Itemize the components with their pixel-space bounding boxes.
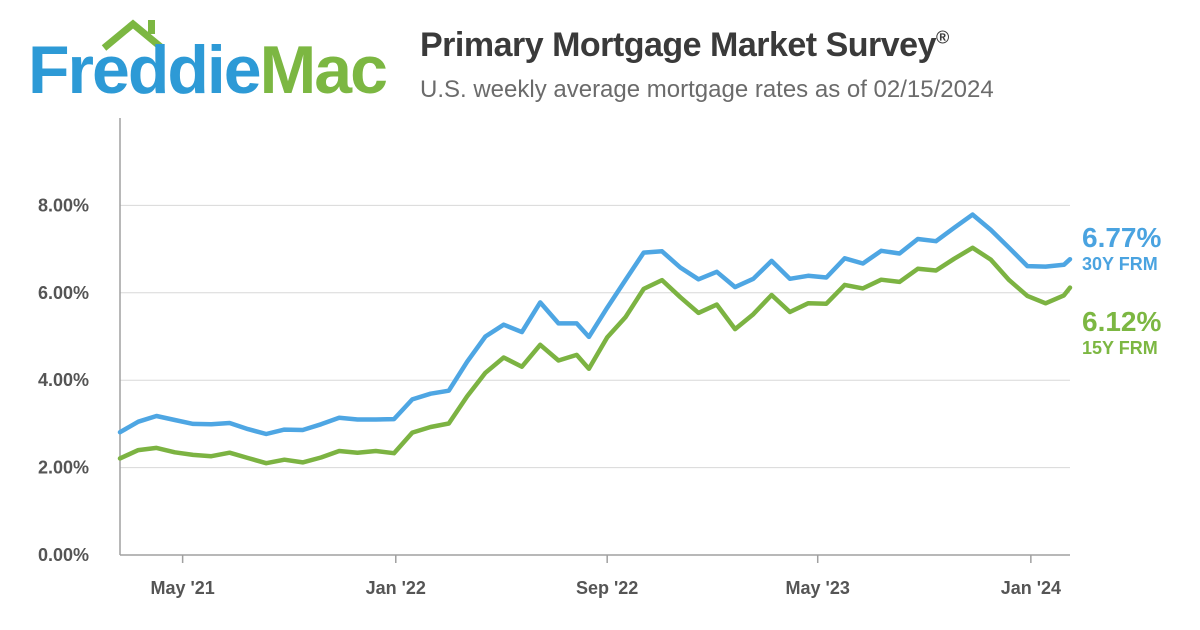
label-30y: 6.77% 30Y FRM	[1082, 222, 1161, 275]
label-30y-value: 6.77%	[1082, 222, 1162, 253]
chart-title: Primary Mortgage Market Survey®	[420, 26, 949, 65]
series-layer	[117, 212, 1073, 466]
logo-freddie: Freddie	[28, 32, 262, 108]
label-15y-name: 15Y FRM	[1082, 338, 1158, 358]
logo-mac: Mac	[259, 32, 388, 108]
registered-mark: ®	[935, 27, 949, 48]
label-30y-name: 30Y FRM	[1082, 254, 1158, 274]
freddie-mac-logo: FreddieMac	[28, 18, 388, 108]
y-tick-label: 8.00%	[38, 195, 89, 215]
x-tick-label: Sep '22	[576, 578, 638, 598]
chart-subtitle: U.S. weekly average mortgage rates as of…	[420, 76, 994, 103]
x-tick-label: May '21	[150, 578, 214, 598]
y-tick-label: 4.00%	[38, 370, 89, 390]
x-tick-label: Jan '22	[366, 578, 426, 598]
x-tick-label: May '23	[786, 578, 850, 598]
chart-title-text: Primary Mortgage Market Survey	[420, 26, 936, 64]
y-tick-label: 6.00%	[38, 283, 89, 303]
logo-wordmark: FreddieMac	[28, 30, 388, 110]
label-15y: 6.12% 15Y FRM	[1082, 306, 1161, 359]
grid-layer	[120, 204, 1070, 469]
x-tick-label: Jan '24	[1001, 578, 1061, 598]
series-line-15y-frm	[117, 245, 1073, 466]
label-15y-value: 6.12%	[1082, 306, 1162, 337]
y-tick-label: 0.00%	[38, 545, 89, 565]
y-tick-label: 2.00%	[38, 458, 89, 478]
series-line-30y-frm	[117, 212, 1073, 437]
axis-layer: 0.00% 2.00% 4.00% 6.00% 8.00% May '21 Jan '22 S…	[38, 118, 1070, 598]
roof-icon	[101, 19, 165, 51]
